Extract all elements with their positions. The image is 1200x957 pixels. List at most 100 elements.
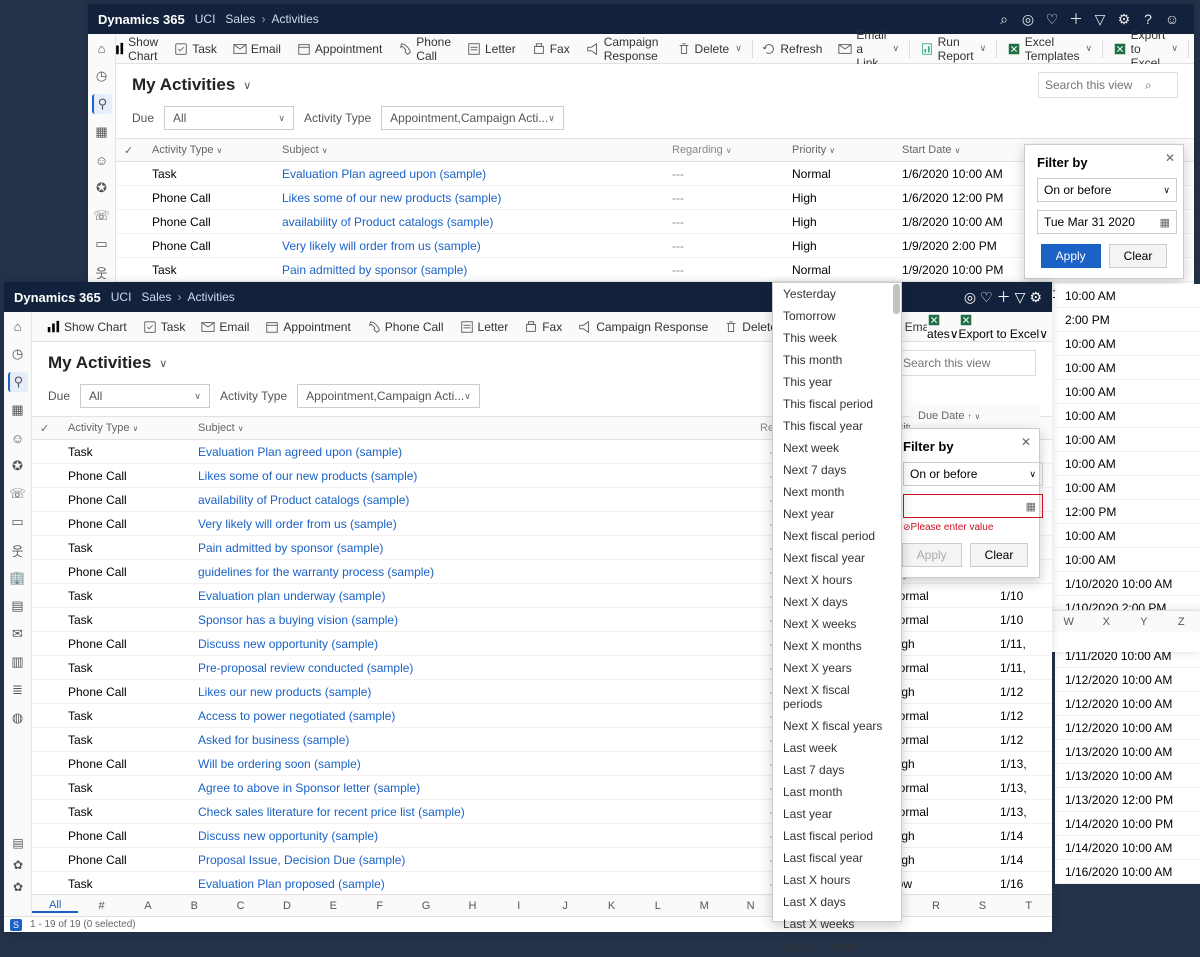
date-option-last-x-days[interactable]: Last X days [773, 891, 901, 913]
cell-subject-link[interactable]: Discuss new opportunity (sample) [190, 829, 762, 843]
date-option-yesterday[interactable]: Yesterday [773, 283, 901, 305]
cmd-export-to-excel[interactable]: Export to Excel∨ [959, 313, 1049, 341]
alpha-z[interactable]: Z [1163, 616, 1200, 628]
alpha-d[interactable]: D [264, 900, 310, 912]
col-activity-type-2[interactable]: Activity Type∨ [60, 422, 190, 434]
date-range-dropdown[interactable]: YesterdayTomorrowThis weekThis monthThis… [772, 282, 902, 922]
cell-subject-link[interactable]: Agree to above in Sponsor letter (sample… [190, 781, 762, 795]
search-view-box[interactable]: ⌕ [1038, 72, 1178, 98]
cell-subject-link[interactable]: Asked for business (sample) [190, 733, 762, 747]
date-option-next-week[interactable]: Next week [773, 437, 901, 459]
date-option-next-x-fiscal-years[interactable]: Next X fiscal years [773, 715, 901, 737]
rail-people-icon[interactable]: 웃 [92, 262, 112, 282]
rail-building-icon[interactable]: 🏢 [8, 568, 28, 588]
rail-home-icon[interactable]: ⌂ [8, 316, 28, 336]
filter-icon-2[interactable]: ▽ [1015, 289, 1026, 306]
alpha-n[interactable]: N [727, 900, 773, 912]
crumb-activities[interactable]: Activities [271, 12, 318, 26]
rail-phone2-icon[interactable]: ☏ [92, 206, 112, 226]
cell-subject-link[interactable]: Likes some of our new products (sample) [190, 469, 762, 483]
due-date-header-fragment[interactable]: Due Date↑∨ [910, 404, 1040, 428]
overflow-menu[interactable]: ⋮ [1191, 42, 1200, 56]
date-option-last-fiscal-period[interactable]: Last fiscal period [773, 825, 901, 847]
date-option-last-month[interactable]: Last month [773, 781, 901, 803]
filter-date-input-2[interactable]: ▦ [903, 494, 1043, 518]
cmd-export-to-excel[interactable]: Export to Excel∨ [1105, 34, 1186, 63]
date-option-this-month[interactable]: This month [773, 349, 901, 371]
rail-grid-icon[interactable]: ▦ [8, 400, 28, 420]
cmd-run-report[interactable]: Run Report∨ [912, 34, 995, 63]
alpha-s[interactable]: S [959, 900, 1005, 912]
date-option-next-x-fiscal-periods[interactable]: Next X fiscal periods [773, 679, 901, 715]
filter-popover-close-icon-2[interactable]: ✕ [1021, 435, 1031, 449]
date-option-this-week[interactable]: This week [773, 327, 901, 349]
cell-subject-link[interactable]: Evaluation plan underway (sample) [190, 589, 762, 603]
date-option-this-year[interactable]: This year [773, 371, 901, 393]
rail-globe-icon[interactable]: ◍ [8, 708, 28, 728]
filter-type-select-2[interactable]: Appointment,Campaign Acti...∨ [297, 384, 480, 408]
col-activity-type[interactable]: Activity Type∨ [144, 144, 274, 156]
alpha-k[interactable]: K [588, 900, 634, 912]
date-option-next-x-years[interactable]: Next X years [773, 657, 901, 679]
rail-badge-icon[interactable]: ✪ [8, 456, 28, 476]
date-option-next-x-days[interactable]: Next X days [773, 591, 901, 613]
search-input-2[interactable] [903, 356, 1003, 370]
rail-phone2-icon[interactable]: ☏ [8, 484, 28, 504]
cmd-ates[interactable]: ates∨ [927, 313, 958, 341]
col-subject[interactable]: Subject∨ [274, 144, 664, 156]
cmd-phone-call[interactable]: Phone Call [390, 34, 459, 63]
user-icon[interactable]: ☺ [1160, 11, 1184, 27]
rail-badge-icon[interactable]: ✪ [92, 178, 112, 198]
rail-stack-icon[interactable]: ≣ [8, 680, 28, 700]
cmd-campaign-response[interactable]: Campaign Response [578, 34, 669, 63]
search-icon-inline[interactable]: ⌕ [1145, 78, 1152, 93]
filter-date-input[interactable]: Tue Mar 31 2020▦ [1037, 210, 1177, 234]
alpha-h[interactable]: H [449, 900, 495, 912]
rail-clock-icon[interactable]: ◷ [92, 66, 112, 86]
alpha-y[interactable]: Y [1125, 616, 1163, 628]
alpha-a[interactable]: A [125, 900, 171, 912]
crumb-activities-2[interactable]: Activities [187, 290, 234, 304]
rail-person-icon[interactable]: ☺ [8, 428, 28, 448]
apply-button-2[interactable]: Apply [902, 543, 962, 567]
cell-subject-link[interactable]: guidelines for the warranty process (sam… [190, 565, 762, 579]
cmd-excel-templates[interactable]: Excel Templates∨ [999, 34, 1100, 63]
cell-subject-link[interactable]: Evaluation Plan agreed upon (sample) [274, 167, 664, 181]
alpha-t[interactable]: T [1006, 900, 1052, 912]
cell-subject-link[interactable]: Evaluation Plan agreed upon (sample) [190, 445, 762, 459]
rail-paper-icon[interactable]: ▤ [8, 596, 28, 616]
crumb-sales-2[interactable]: Sales [141, 290, 171, 304]
rail-pin-icon[interactable]: ⚲ [92, 94, 112, 114]
rail-clock-icon[interactable]: ◷ [8, 344, 28, 364]
date-option-last-fiscal-year[interactable]: Last fiscal year [773, 847, 901, 869]
col-checkbox[interactable]: ✓ [116, 144, 144, 157]
plus-icon[interactable]: ＋ [1064, 9, 1088, 29]
filter-due-select-2[interactable]: All∨ [80, 384, 210, 408]
cell-subject-link[interactable]: Sponsor has a buying vision (sample) [190, 613, 762, 627]
gear-icon-2[interactable]: ⚙ [1029, 289, 1042, 306]
rail-panel-icon[interactable]: ▤ [12, 836, 23, 850]
date-option-next-7-days[interactable]: Next 7 days [773, 459, 901, 481]
alpha-b[interactable]: B [171, 900, 217, 912]
col-checkbox-2[interactable]: ✓ [32, 422, 60, 435]
rail-mail-icon[interactable]: ✉ [8, 624, 28, 644]
cell-subject-link[interactable]: Pre-proposal review conducted (sample) [190, 661, 762, 675]
lightbulb-icon-2[interactable]: ♡ [980, 289, 993, 306]
cmd-email[interactable]: Email [193, 312, 257, 341]
filter-icon[interactable]: ▽ [1088, 11, 1112, 28]
cell-subject-link[interactable]: Likes some of our new products (sample) [274, 191, 664, 205]
alpha-all[interactable]: All [32, 899, 78, 913]
cmd-letter[interactable]: Letter [459, 34, 524, 63]
alpha-e[interactable]: E [310, 900, 356, 912]
target-icon[interactable]: ◎ [1016, 11, 1040, 28]
cell-subject-link[interactable]: Discuss new opportunity (sample) [190, 637, 762, 651]
cmd-appointment[interactable]: Appointment [289, 34, 390, 63]
filter-due-select[interactable]: All∨ [164, 106, 294, 130]
lightbulb-icon[interactable]: ♡ [1040, 11, 1064, 28]
cmd-task[interactable]: Task [135, 312, 194, 341]
cell-subject-link[interactable]: Access to power negotiated (sample) [190, 709, 762, 723]
alpha-#[interactable]: # [78, 900, 124, 912]
col-subject-2[interactable]: Subject∨ [190, 422, 752, 434]
cmd-fax[interactable]: Fax [524, 34, 578, 63]
col-regarding[interactable]: Regarding∨ [664, 144, 784, 156]
